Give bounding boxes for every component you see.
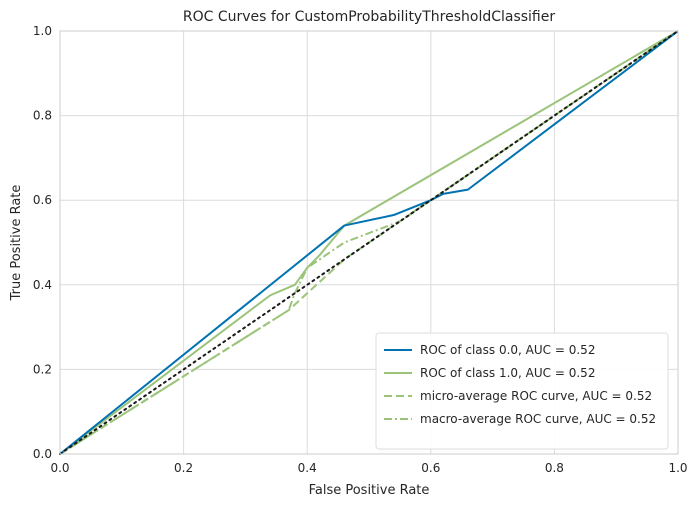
x-tick-label: 0.4 (298, 461, 317, 475)
y-axis-title: True Positive Rate (9, 185, 24, 302)
roc-series-line-1 (59, 30, 679, 455)
chance-diagonal-line (59, 30, 679, 455)
x-tick-label: 1.0 (668, 461, 687, 475)
y-tick-label: 0.0 (33, 447, 52, 461)
y-tick-label: 0.8 (33, 109, 52, 123)
legend-label: macro-average ROC curve, AUC = 0.52 (420, 412, 656, 426)
y-tick-label: 0.2 (33, 362, 52, 376)
chart-title: ROC Curves for CustomProbabilityThreshol… (183, 9, 556, 25)
plot-frame (59, 30, 679, 455)
y-tick-label: 0.6 (33, 193, 52, 207)
x-tick-label: 0.2 (174, 461, 193, 475)
x-tick-label: 0.0 (50, 461, 69, 475)
tick-labels: 0.0 0.2 0.4 0.6 0.8 1.0 0.0 0.2 0.4 0.6 0.8 1.0 (33, 24, 688, 475)
series-layer (59, 30, 679, 455)
legend-label: ROC of class 0.0, AUC = 0.52 (420, 343, 595, 357)
legend-label: micro-average ROC curve, AUC = 0.52 (420, 389, 652, 403)
x-axis-title: False Positive Rate (309, 483, 430, 498)
legend: ROC of class 0.0, AUC = 0.52 ROC of class… (375, 332, 669, 450)
y-tick-label: 1.0 (33, 24, 52, 38)
x-tick-label: 0.8 (545, 461, 564, 475)
y-tick-label: 0.4 (33, 278, 52, 292)
legend-label: ROC of class 1.0, AUC = 0.52 (420, 366, 595, 380)
x-tick-label: 0.6 (421, 461, 440, 475)
legend-box (375, 332, 669, 450)
